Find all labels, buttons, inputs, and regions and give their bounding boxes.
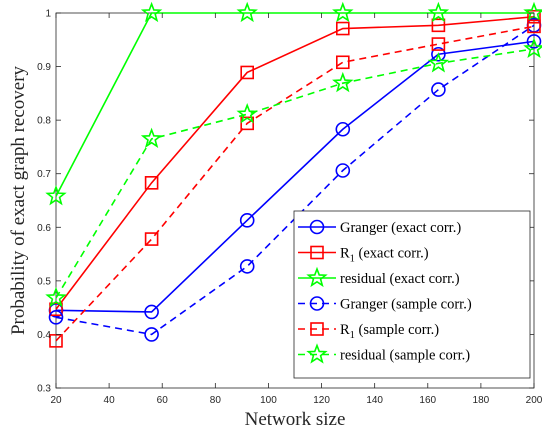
data-point: [332, 71, 354, 93]
x-tick-label: 80: [210, 395, 222, 406]
y-tick-label: 0.4: [37, 330, 51, 341]
data-point: [335, 21, 350, 36]
x-tick-label: 120: [313, 395, 330, 406]
x-axis-label: Network size: [245, 409, 346, 430]
legend-entry: R1 (exact corr.): [298, 246, 429, 265]
series-1: [49, 9, 541, 317]
data-point: [236, 102, 258, 124]
x-tick-label: 40: [104, 395, 116, 406]
data-point: [523, 37, 542, 59]
data-point: [527, 19, 541, 34]
series-2: [45, 1, 542, 206]
x-tick-label: 200: [526, 395, 542, 406]
series-5: [45, 37, 542, 308]
legend-marker: [306, 343, 328, 364]
data-point: [240, 65, 254, 80]
series-line: [55, 12, 534, 197]
data-point: [239, 259, 255, 274]
y-tick-label: 0.8: [37, 116, 51, 127]
data-point: [431, 18, 446, 33]
y-tick-label: 0.6: [37, 223, 51, 234]
data-point: [527, 9, 541, 24]
data-point: [144, 327, 159, 342]
data-point: [332, 1, 354, 23]
data-point: [45, 286, 67, 308]
series-line: [55, 48, 535, 299]
data-point: [335, 163, 351, 178]
legend-entry: residual (sample corr.): [298, 343, 470, 364]
y-tick-label: 0.3: [37, 384, 51, 395]
data-point: [335, 55, 350, 70]
axis-ticks: 20 40 60 80 100 120 140 160 180 200 0.3 0.4 0.5 0.6 0.…: [37, 9, 542, 407]
legend-label: residual (exact corr.): [340, 271, 460, 287]
legend-entry: residual (exact corr.): [298, 266, 460, 288]
legend-marker: [309, 296, 325, 311]
y-tick-label: 1: [45, 9, 51, 20]
data-point: [144, 232, 159, 246]
series-0: [48, 34, 542, 320]
x-tick-label: 140: [366, 395, 383, 406]
x-tick-label: 100: [260, 395, 277, 406]
legend: Granger (exact corr.) R1 (exact corr.) res…: [293, 210, 531, 379]
x-tick-label: 20: [50, 395, 62, 406]
legend-label: Granger (sample corr.): [340, 297, 472, 313]
legend-entry: R1 (sample corr.): [298, 322, 439, 341]
data-point: [335, 121, 351, 137]
data-point: [49, 334, 63, 348]
data-point: [239, 213, 255, 228]
data-point: [427, 1, 450, 23]
y-tick-label: 0.5: [37, 276, 51, 287]
data-point: [427, 52, 450, 73]
data-point: [431, 46, 446, 62]
y-tick-label: 0.7: [37, 169, 51, 180]
series-line: [55, 15, 535, 310]
data-point: [48, 309, 64, 325]
legend-marker: [306, 266, 328, 288]
legend-marker: [309, 219, 325, 235]
x-tick-label: 60: [157, 395, 169, 406]
series-line: [55, 40, 535, 313]
x-tick-label: 160: [419, 395, 436, 406]
legend-label: R1 (exact corr.): [340, 246, 429, 265]
data-point: [431, 82, 446, 97]
x-tick-label: 180: [473, 395, 490, 406]
data-point: [45, 184, 67, 206]
legend-box: [293, 210, 531, 379]
legend-entry: Granger (exact corr.): [298, 219, 461, 236]
data-point: [144, 304, 159, 320]
legend-label: residual (sample corr.): [340, 348, 470, 364]
data-point: [431, 37, 446, 51]
legend-marker: [310, 245, 324, 260]
series-line: [55, 25, 535, 342]
data-point: [140, 1, 163, 23]
data-point: [144, 176, 159, 190]
y-tick-label: 0.9: [37, 62, 51, 73]
legend-label: R1 (sample corr.): [340, 322, 439, 341]
y-axis-label: Probability of exact graph recovery: [8, 65, 29, 335]
legend-marker: [310, 322, 324, 336]
data-point: [236, 1, 258, 23]
legend-label: Granger (exact corr.): [340, 220, 461, 236]
data-point: [140, 127, 163, 149]
data-point: [526, 34, 542, 49]
data-point: [49, 302, 63, 317]
legend-entry: Granger (sample corr.): [298, 296, 472, 313]
